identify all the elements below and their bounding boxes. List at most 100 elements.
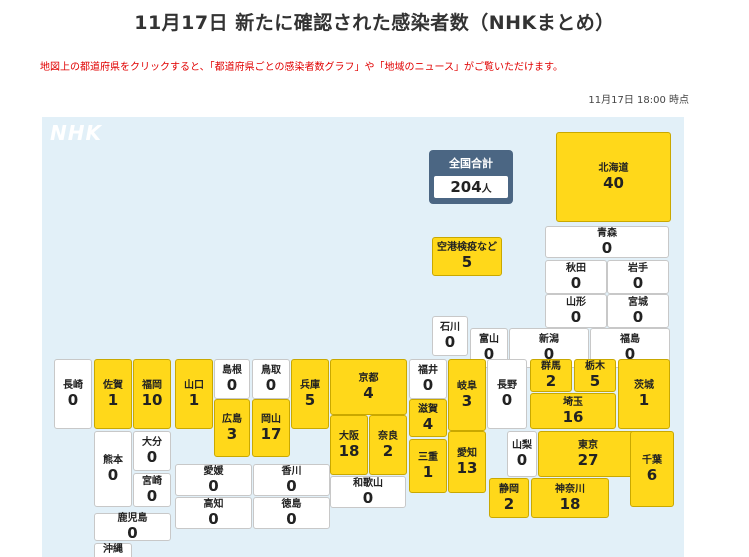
prefecture-name: 岡山 xyxy=(261,414,281,426)
prefecture-count: 0 xyxy=(633,309,643,326)
prefecture-name: 佐賀 xyxy=(103,380,123,392)
prefecture-count: 4 xyxy=(423,416,433,433)
prefecture-count: 0 xyxy=(571,275,581,292)
prefecture-name: 茨城 xyxy=(634,380,654,392)
prefecture-count: 3 xyxy=(462,393,472,410)
prefecture-name: 愛媛 xyxy=(204,466,224,478)
prefecture-count: 40 xyxy=(603,175,624,192)
prefecture-name: 三重 xyxy=(418,452,438,464)
prefecture-count: 0 xyxy=(127,525,137,542)
prefecture-name: 島根 xyxy=(222,365,242,377)
prefecture-name: 福井 xyxy=(418,365,438,377)
prefecture-name: 東京 xyxy=(578,440,598,452)
prefecture-name: 富山 xyxy=(479,334,499,346)
prefecture-count: 6 xyxy=(647,467,657,484)
prefecture-name: 長野 xyxy=(497,380,517,392)
prefecture-name: 新潟 xyxy=(539,334,559,346)
prefecture-name: 沖縄 xyxy=(103,544,123,556)
prefecture-name: 静岡 xyxy=(499,484,519,496)
prefecture-count: 0 xyxy=(502,392,512,409)
prefecture-count: 0 xyxy=(108,467,118,484)
prefecture-name: 長崎 xyxy=(63,380,83,392)
prefecture-name: 熊本 xyxy=(103,455,123,467)
national-total: 全国合計 204人 xyxy=(429,150,513,204)
prefecture-count: 1 xyxy=(189,392,199,409)
prefecture-name: 広島 xyxy=(222,414,242,426)
prefecture-count: 0 xyxy=(602,240,612,257)
national-total-number: 204 xyxy=(450,178,481,196)
prefecture-count: 0 xyxy=(208,478,218,495)
prefecture-name: 山口 xyxy=(184,380,204,392)
prefecture-name: 和歌山 xyxy=(353,478,383,490)
prefecture-count: 0 xyxy=(227,377,237,394)
prefecture-count: 5 xyxy=(305,392,315,409)
prefecture-name: 高知 xyxy=(204,499,224,511)
prefecture-name: 秋田 xyxy=(566,263,586,275)
national-total-unit: 人 xyxy=(482,184,492,195)
prefecture-name: 千葉 xyxy=(642,455,662,467)
prefecture-count: 0 xyxy=(363,490,373,507)
prefecture-name: 宮崎 xyxy=(142,476,162,488)
prefecture-count: 5 xyxy=(590,373,600,390)
prefecture-count: 0 xyxy=(286,478,296,495)
prefecture-name: 北海道 xyxy=(599,163,629,175)
prefecture-count: 1 xyxy=(639,392,649,409)
prefecture-count: 3 xyxy=(227,426,237,443)
prefecture-count: 13 xyxy=(457,460,478,477)
prefecture-name: 山形 xyxy=(566,297,586,309)
prefecture-count: 18 xyxy=(339,443,360,460)
prefecture-name: 大阪 xyxy=(339,431,359,443)
prefecture-count: 16 xyxy=(563,409,584,426)
prefecture-count: 0 xyxy=(571,309,581,326)
prefecture-name: 徳島 xyxy=(282,499,302,511)
prefecture-name: 福岡 xyxy=(142,380,162,392)
prefecture-count: 1 xyxy=(108,392,118,409)
prefecture-count: 0 xyxy=(445,334,455,351)
